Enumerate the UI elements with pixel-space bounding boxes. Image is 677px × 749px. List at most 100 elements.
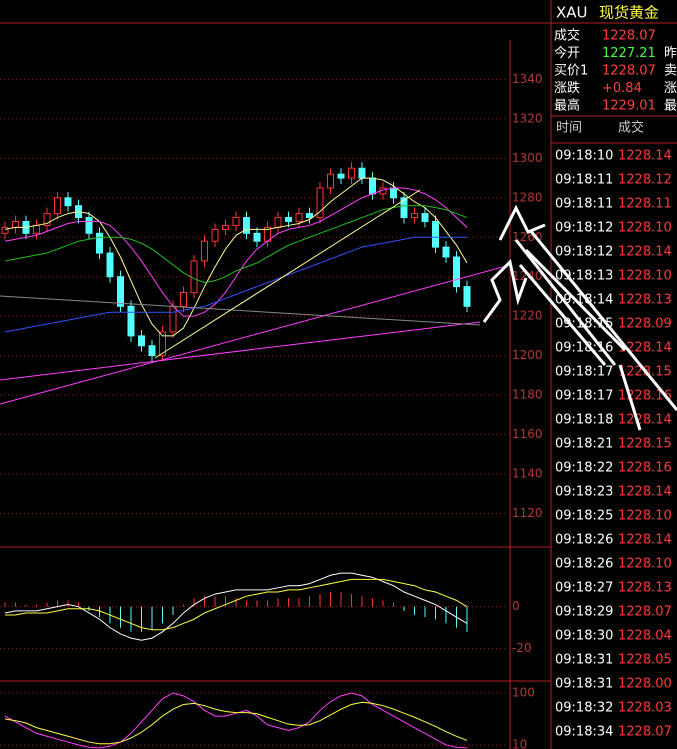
indicator-line xyxy=(4,177,468,337)
candle-body xyxy=(54,197,61,215)
trade-time: 09:18:11 xyxy=(555,173,613,188)
candle-body xyxy=(400,197,408,219)
indicator-line xyxy=(5,578,468,631)
trade-time: 09:18:27 xyxy=(555,581,613,596)
quote-value: +0.84 xyxy=(602,81,642,96)
trade-time: 09:18:29 xyxy=(555,605,613,620)
trendline xyxy=(0,264,511,405)
trade-time: 09:18:12 xyxy=(555,221,613,236)
candle-body xyxy=(43,213,51,226)
candle-body xyxy=(316,187,324,219)
candle-body xyxy=(243,217,250,234)
quote-value: 1227.21 xyxy=(602,46,656,61)
annotation-arrow xyxy=(518,264,607,366)
trade-price: 1228.07 xyxy=(618,725,672,740)
y-tick-label: 1260 xyxy=(512,230,543,244)
quote-label: 卖 xyxy=(664,64,677,79)
quote-label: 买价1 xyxy=(554,64,588,79)
candle-body xyxy=(327,173,334,189)
candle-body xyxy=(432,220,439,248)
trade-time: 09:18:10 xyxy=(555,149,613,164)
candle-body xyxy=(358,167,366,179)
candle-body xyxy=(201,240,208,262)
y-tick-label: 1220 xyxy=(512,309,543,323)
trades-header: 时间 xyxy=(556,121,582,136)
trade-price: 1228.15 xyxy=(618,437,672,452)
candle-body xyxy=(463,286,471,307)
candle-body xyxy=(211,228,219,242)
candle-body xyxy=(148,345,156,357)
trade-price: 1228.13 xyxy=(618,293,672,308)
candle-body xyxy=(169,305,177,333)
trade-time: 09:18:17 xyxy=(555,389,613,404)
trade-price: 1228.14 xyxy=(618,413,672,428)
candle-body xyxy=(337,173,345,179)
annotation-arrow xyxy=(618,364,642,431)
trade-price: 1228.00 xyxy=(618,677,672,692)
candle-body xyxy=(159,331,166,357)
trade-price: 1228.10 xyxy=(618,509,672,524)
trade-price: 1228.07 xyxy=(618,605,672,620)
trade-price: 1228.10 xyxy=(618,269,672,284)
trade-time: 09:18:31 xyxy=(555,677,613,692)
trade-time: 09:18:26 xyxy=(555,557,613,572)
candle-body xyxy=(222,224,229,230)
y-tick-label: -20 xyxy=(512,641,532,655)
candle-body xyxy=(285,217,292,222)
quote-label: 昨 xyxy=(664,46,677,61)
candle-body xyxy=(295,213,303,222)
trade-time: 09:18:12 xyxy=(555,245,613,260)
trade-time: 09:18:18 xyxy=(555,413,613,428)
candle-body xyxy=(274,217,282,228)
candle-body xyxy=(369,177,376,195)
quote-value: 1229.01 xyxy=(602,99,656,114)
trade-time: 09:18:26 xyxy=(555,533,613,548)
trade-price: 1228.14 xyxy=(618,533,672,548)
candle-body xyxy=(127,305,135,337)
candle-body xyxy=(253,232,261,242)
y-tick-label: 1320 xyxy=(512,111,543,125)
trade-price: 1228.10 xyxy=(618,557,672,572)
trade-time: 09:18:31 xyxy=(555,653,613,668)
candle-body xyxy=(1,226,9,234)
trade-price: 1228.14 xyxy=(618,245,672,260)
quote-label: 涨跌 xyxy=(554,80,580,96)
annotation-arrow xyxy=(498,204,546,241)
candle-body xyxy=(306,213,313,219)
y-tick-label: 1280 xyxy=(512,190,543,204)
trade-price: 1228.11 xyxy=(618,197,672,212)
candle-body xyxy=(85,217,93,234)
drawn-trendlines xyxy=(0,189,677,431)
symbol: XAU xyxy=(556,4,588,22)
indicator-line xyxy=(4,692,468,749)
candle-body xyxy=(390,187,397,199)
candle-body xyxy=(190,260,198,293)
trade-time: 09:18:23 xyxy=(555,485,613,500)
quote-value: 1228.07 xyxy=(602,29,656,44)
candle-body xyxy=(33,224,40,234)
trade-time: 09:18:17 xyxy=(555,365,613,380)
candle-body xyxy=(453,256,460,288)
trade-price: 1228.16 xyxy=(618,461,672,476)
quote-value: 1228.07 xyxy=(602,64,656,79)
indicator-line xyxy=(4,187,468,317)
trade-price: 1228.05 xyxy=(618,653,672,668)
instrument-name: 现货黄金 xyxy=(599,4,659,22)
y-tick-label: 1240 xyxy=(512,269,543,283)
y-tick-label: 1120 xyxy=(512,506,543,520)
quote-label: 涨 xyxy=(664,81,677,96)
trade-time: 09:18:14 xyxy=(555,293,613,308)
candle-body xyxy=(117,276,124,307)
trade-price: 1228.14 xyxy=(618,341,672,356)
y-tick-label: 10 xyxy=(512,737,527,749)
trade-time: 09:18:11 xyxy=(555,197,613,212)
trade-time: 09:18:34 xyxy=(555,725,613,740)
candle-body xyxy=(232,217,240,226)
quote-label: 最高 xyxy=(554,98,580,114)
candle-body xyxy=(180,292,187,307)
trendline xyxy=(0,321,481,381)
trendline xyxy=(154,189,421,359)
